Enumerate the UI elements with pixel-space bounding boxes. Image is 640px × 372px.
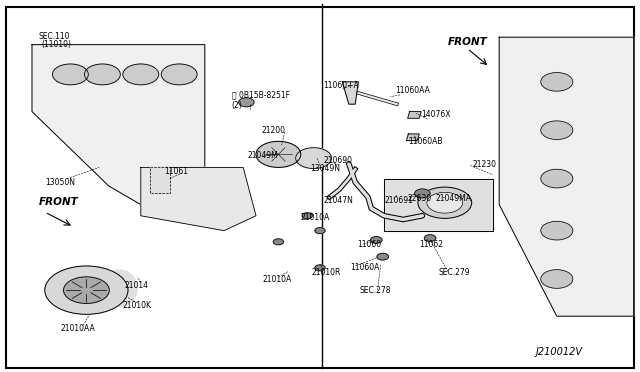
Text: 21049M: 21049M xyxy=(248,151,278,160)
Text: 21014: 21014 xyxy=(125,281,149,290)
Polygon shape xyxy=(499,37,634,316)
Circle shape xyxy=(424,235,436,241)
Circle shape xyxy=(45,266,128,314)
Polygon shape xyxy=(408,112,421,118)
Text: (11010): (11010) xyxy=(42,39,72,48)
Text: 11060AA: 11060AA xyxy=(396,86,430,94)
Circle shape xyxy=(63,277,109,304)
Text: 11062: 11062 xyxy=(419,240,444,249)
Circle shape xyxy=(84,64,120,85)
Text: 21010A: 21010A xyxy=(262,275,292,284)
Text: FRONT: FRONT xyxy=(38,196,78,206)
Circle shape xyxy=(541,270,573,288)
Circle shape xyxy=(123,64,159,85)
Text: 21010R: 21010R xyxy=(312,268,341,277)
Circle shape xyxy=(161,64,197,85)
Text: 22630: 22630 xyxy=(408,194,432,203)
Polygon shape xyxy=(141,167,256,231)
Text: 21010AA: 21010AA xyxy=(61,324,95,333)
Text: FRONT: FRONT xyxy=(448,36,488,46)
Circle shape xyxy=(302,213,312,219)
Circle shape xyxy=(315,228,325,234)
Text: 210690: 210690 xyxy=(323,156,352,165)
Text: 13049N: 13049N xyxy=(310,164,340,173)
Text: 210691: 210691 xyxy=(385,196,413,205)
Circle shape xyxy=(377,253,388,260)
Circle shape xyxy=(415,189,430,198)
Text: SEC.278: SEC.278 xyxy=(360,286,391,295)
Polygon shape xyxy=(384,179,493,231)
Text: 14076X: 14076X xyxy=(421,110,451,119)
Text: 21010K: 21010K xyxy=(123,301,152,310)
Circle shape xyxy=(239,98,254,107)
Text: SEC.110: SEC.110 xyxy=(38,32,70,41)
Circle shape xyxy=(427,192,463,213)
Polygon shape xyxy=(150,167,170,193)
Circle shape xyxy=(256,141,301,167)
Text: 13050N: 13050N xyxy=(45,178,75,187)
Text: 21010A: 21010A xyxy=(301,213,330,222)
Circle shape xyxy=(315,265,325,271)
Circle shape xyxy=(541,73,573,91)
Circle shape xyxy=(371,237,382,243)
Circle shape xyxy=(52,64,88,85)
Text: 21049MA: 21049MA xyxy=(436,194,472,203)
Text: 11060AB: 11060AB xyxy=(408,137,443,146)
Circle shape xyxy=(418,187,472,218)
Circle shape xyxy=(541,221,573,240)
Polygon shape xyxy=(32,45,205,205)
Text: 11060+A: 11060+A xyxy=(323,81,359,90)
Text: 11061: 11061 xyxy=(164,167,189,176)
Circle shape xyxy=(541,169,573,188)
Circle shape xyxy=(296,148,332,169)
Text: 11060A: 11060A xyxy=(350,263,380,272)
Text: 21047N: 21047N xyxy=(323,196,353,205)
Text: 11060: 11060 xyxy=(357,240,381,249)
Polygon shape xyxy=(342,82,358,104)
Text: SEC.279: SEC.279 xyxy=(438,268,470,277)
Text: Ⓡ 0B15B-8251F
(2): Ⓡ 0B15B-8251F (2) xyxy=(232,91,290,110)
Ellipse shape xyxy=(99,270,138,307)
Circle shape xyxy=(273,239,284,245)
Text: 21230: 21230 xyxy=(472,160,497,169)
Text: J210012V: J210012V xyxy=(536,347,582,357)
Polygon shape xyxy=(406,134,419,141)
Text: 21200: 21200 xyxy=(261,126,285,135)
Circle shape xyxy=(541,121,573,140)
